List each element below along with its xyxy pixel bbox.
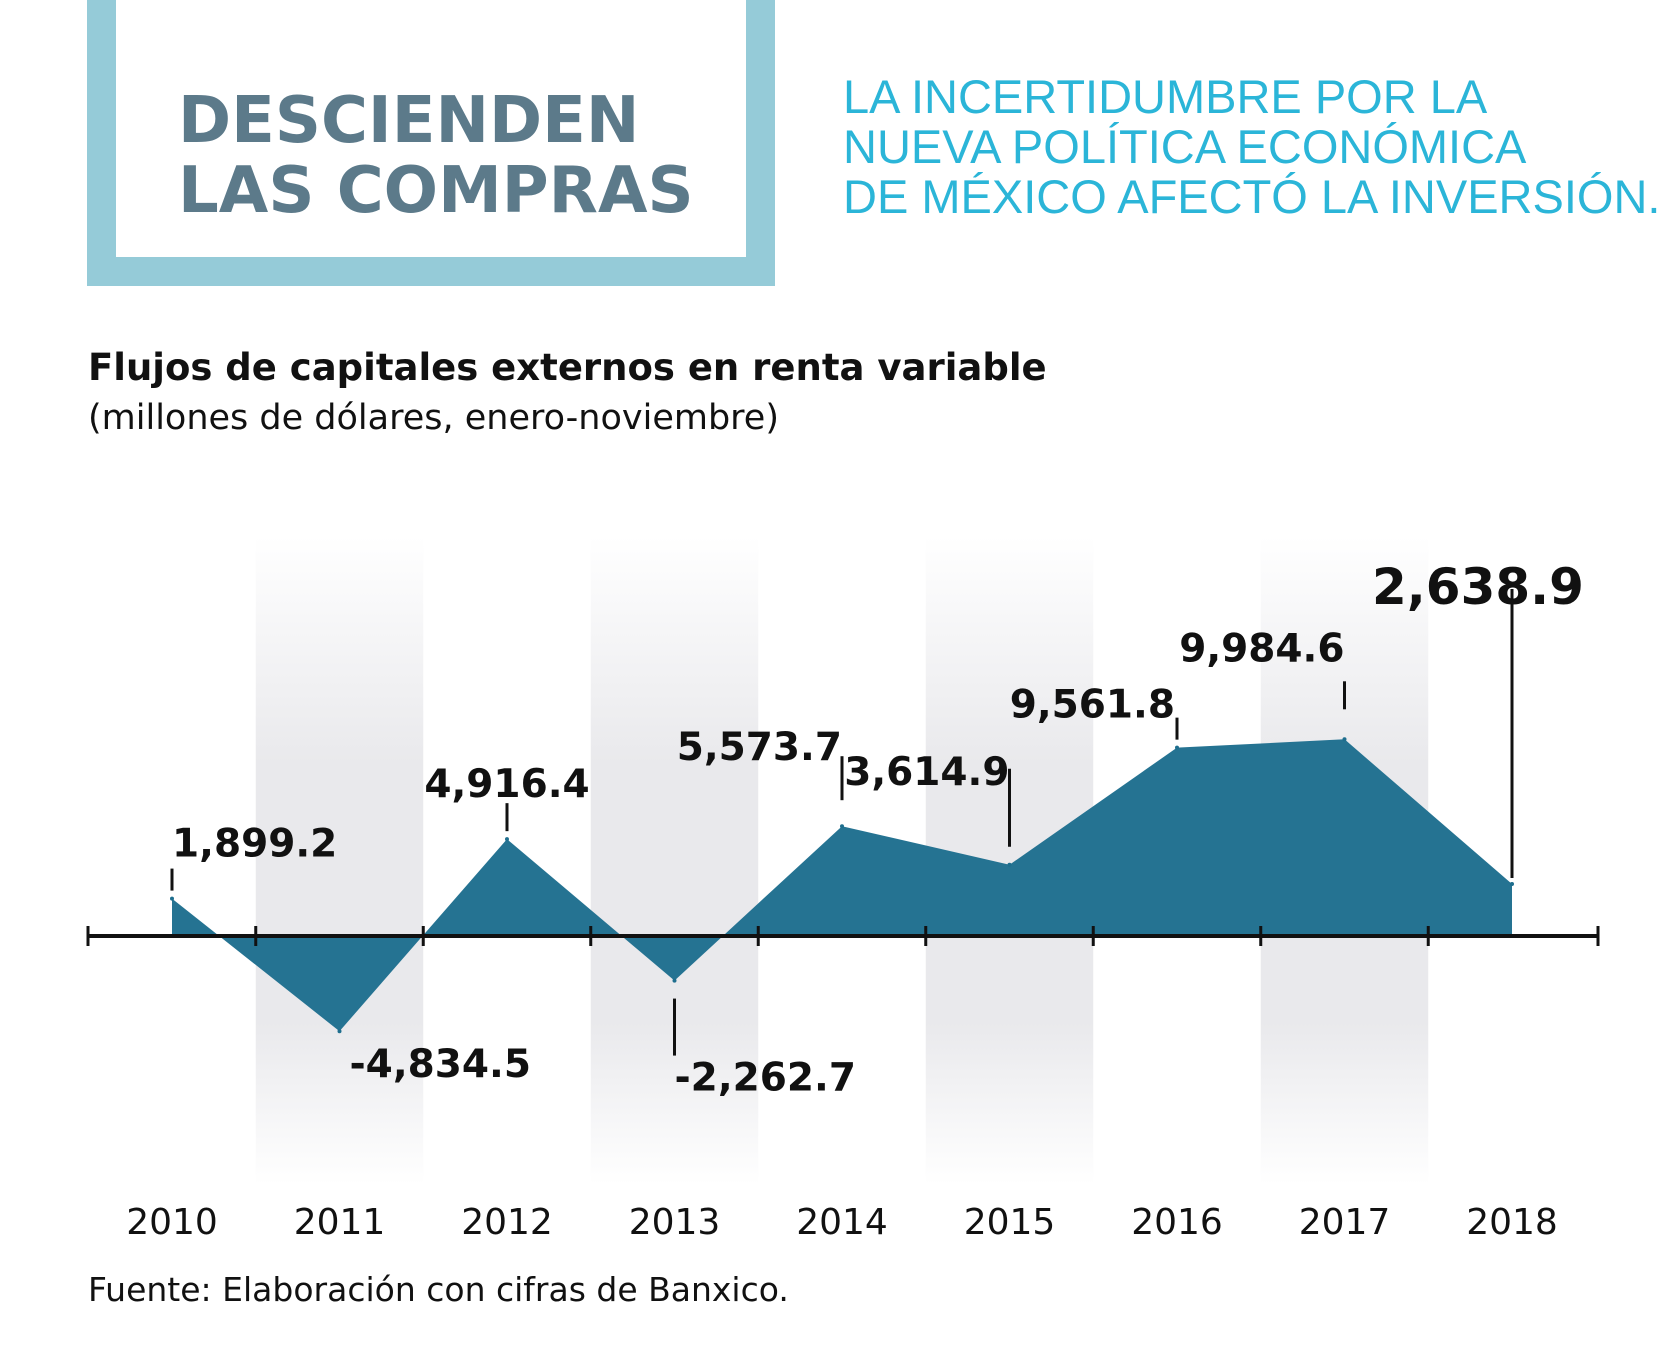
x-tick-label-2017: 2017: [1299, 1202, 1391, 1243]
area-fill: [172, 739, 1512, 1032]
data-label-2011: -4,834.5: [350, 1042, 532, 1087]
x-tick-label-2016: 2016: [1131, 1202, 1223, 1243]
page-subtitle: LA INCERTIDUMBRE POR LA NUEVA POLÍTICA E…: [843, 72, 1660, 222]
data-point-2011: [337, 1029, 342, 1034]
page-subtitle-line-2: NUEVA POLÍTICA ECONÓMICA: [843, 120, 1527, 173]
x-tick-label-2014: 2014: [796, 1202, 888, 1243]
data-label-2016: 9,561.8: [1010, 683, 1175, 728]
band-2013: [590, 536, 759, 1185]
page-subtitle-line-3: DE MÉXICO AFECTÓ LA INVERSIÓN.: [843, 170, 1661, 223]
chart-unit-note: (millones de dólares, enero-noviembre): [88, 398, 779, 438]
x-tick-label-2012: 2012: [461, 1202, 553, 1243]
data-point-2017: [1342, 737, 1347, 742]
page-title-line-1: DESCIENDEN: [178, 84, 640, 158]
band-2011: [255, 536, 424, 1185]
page-title-line-2: LAS COMPRAS: [178, 154, 694, 228]
x-tick-label-2010: 2010: [126, 1202, 218, 1243]
area-series: [170, 737, 1514, 1034]
data-label-2012: 4,916.4: [424, 762, 589, 807]
data-point-2010: [170, 896, 174, 901]
data-point-2013: [672, 978, 677, 983]
chart-title: Flujos de capitales externos en renta va…: [88, 346, 1047, 389]
data-label-2014: 5,573.7: [677, 725, 842, 770]
label-leader-lines: [170, 589, 1514, 1056]
data-label-2018: 2,638.9: [1372, 558, 1584, 616]
x-tick-label-2018: 2018: [1466, 1202, 1558, 1243]
data-point-2015: [1007, 862, 1012, 867]
x-axis: [86, 926, 1600, 946]
page-title: DESCIENDEN LAS COMPRAS: [178, 86, 694, 226]
source-note: Fuente: Elaboración con cifras de Banxic…: [88, 1270, 789, 1309]
data-point-2014: [840, 824, 844, 829]
data-point-2018: [1510, 882, 1514, 887]
data-point-2012: [505, 837, 509, 842]
x-tick-label-2013: 2013: [629, 1202, 721, 1243]
title-frame: [87, 0, 775, 286]
page-subtitle-line-1: LA INCERTIDUMBRE POR LA: [843, 70, 1488, 123]
data-labels: 1,899.2 -4,834.5 4,916.4 -2,262.7 5,573.73,6…: [172, 558, 1584, 1101]
data-label-2015: 3,614.9: [844, 750, 1009, 795]
data-label-2010: 1,899.2: [172, 822, 337, 867]
x-tick-label-2015: 2015: [964, 1202, 1056, 1243]
x-tick-labels: 2010 2011 2012 2013 2014 2015 2016 2017 2018: [126, 1202, 1558, 1243]
data-label-2017: 9,984.6: [1179, 626, 1344, 671]
x-tick-label-2011: 2011: [294, 1202, 386, 1243]
data-point-2016: [1175, 745, 1179, 750]
data-label-2013: -2,262.7: [675, 1056, 857, 1101]
